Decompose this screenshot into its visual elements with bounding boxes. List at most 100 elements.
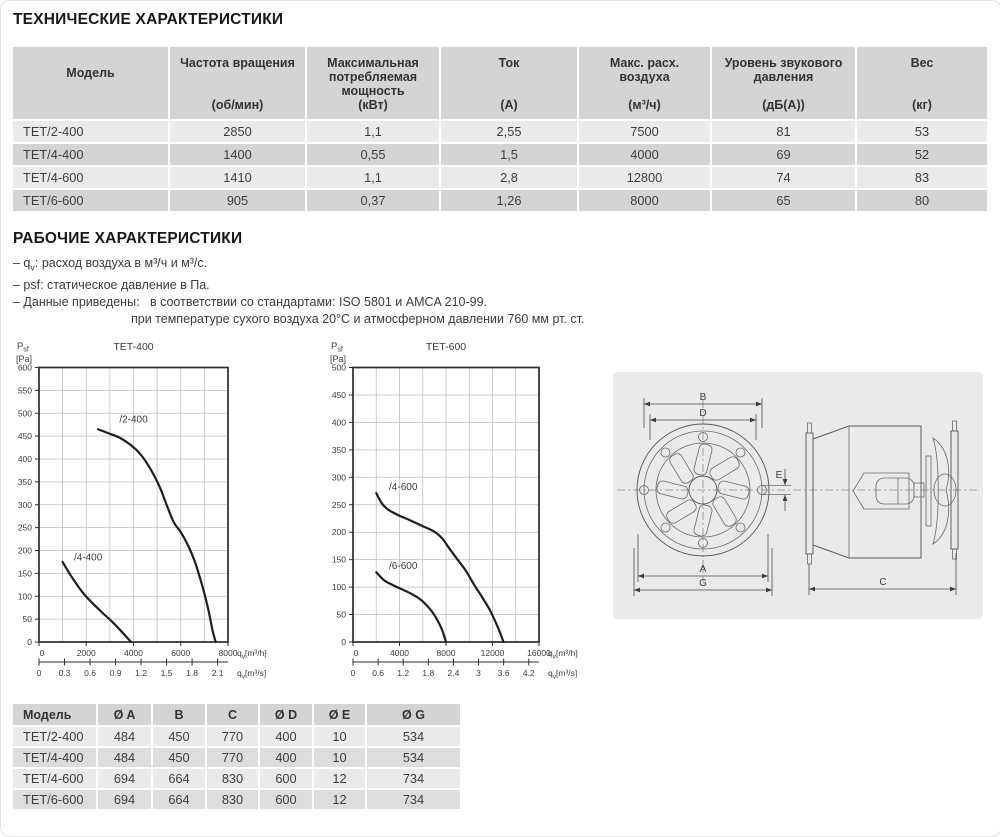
dim-row: ТЕТ/6-600 694 664 830 600 12 734 bbox=[13, 790, 460, 809]
dim-table-container: Модель Ø A B C Ø D Ø E Ø G ТЕТ/2-400 484 4… bbox=[11, 702, 462, 811]
notes-block: – qv: расход воздуха в м³/ч и м³/с. – ps… bbox=[13, 255, 585, 328]
spec-cell: 12800 bbox=[579, 167, 710, 188]
spec-cell: 81 bbox=[712, 121, 855, 142]
note-standards-label: – Данные приведены: bbox=[13, 294, 140, 309]
dim-cell: ТЕТ/6-600 bbox=[13, 790, 96, 809]
dim-row: ТЕТ/4-400 484 450 770 400 10 534 bbox=[13, 748, 460, 767]
svg-text:400: 400 bbox=[332, 417, 346, 427]
svg-text:4.2: 4.2 bbox=[523, 668, 535, 678]
spec-cell: 1,5 bbox=[441, 144, 577, 165]
curve-/6-600 bbox=[375, 571, 448, 644]
dim-cell: 12 bbox=[314, 769, 365, 788]
spec-row: ТЕТ/4-600 1410 1,1 2,8 12800 74 83 bbox=[13, 167, 987, 188]
spec-header-cell: Ток (А) bbox=[441, 47, 577, 119]
spec-cell: 4000 bbox=[579, 144, 710, 165]
svg-text:200: 200 bbox=[18, 546, 32, 556]
svg-text:300: 300 bbox=[18, 500, 32, 510]
svg-text:1.8: 1.8 bbox=[422, 668, 434, 678]
svg-text:0: 0 bbox=[341, 637, 346, 647]
svg-text:0: 0 bbox=[40, 648, 45, 658]
dim-header-row: Модель Ø A B C Ø D Ø E Ø G bbox=[13, 704, 460, 725]
svg-text:qv[m³/s]: qv[m³/s] bbox=[548, 668, 577, 680]
chart-ylabel: Psf bbox=[331, 341, 343, 354]
dim-row: ТЕТ/2-400 484 450 770 400 10 534 bbox=[13, 727, 460, 746]
dim-cell: 734 bbox=[367, 790, 460, 809]
svg-text:1.5: 1.5 bbox=[161, 668, 173, 678]
spec-cell: 2,8 bbox=[441, 167, 577, 188]
svg-text:0.6: 0.6 bbox=[372, 668, 384, 678]
section-title-operating: РАБОЧИЕ ХАРАКТЕРИСТИКИ bbox=[13, 230, 243, 247]
spec-cell: ТЕТ/2-400 bbox=[13, 121, 168, 142]
curve-/4-400 bbox=[61, 560, 133, 644]
drawing-panel-background bbox=[613, 372, 983, 619]
dim-table-head: Модель Ø A B C Ø D Ø E Ø G bbox=[13, 704, 460, 725]
dim-cell: 400 bbox=[260, 727, 312, 746]
svg-text:3: 3 bbox=[476, 668, 481, 678]
dim-cell: 534 bbox=[367, 748, 460, 767]
spec-cell: 80 bbox=[857, 190, 987, 211]
svg-text:3.6: 3.6 bbox=[498, 668, 510, 678]
dim-cell: 600 bbox=[260, 790, 312, 809]
dim-cell: 664 bbox=[153, 790, 205, 809]
spec-table: Модель Частота вращения (об/мин) Максима… bbox=[11, 45, 989, 213]
dim-label-G: G bbox=[699, 578, 707, 589]
note-qv-pre: – q bbox=[13, 256, 31, 270]
svg-text:150: 150 bbox=[18, 568, 32, 578]
spec-row: ТЕТ/6-600 905 0,37 1,26 8000 65 80 bbox=[13, 190, 987, 211]
dim-header-cell: C bbox=[207, 704, 258, 725]
curve-label: /4-400 bbox=[74, 553, 103, 564]
svg-text:100: 100 bbox=[332, 582, 346, 592]
svg-text:0: 0 bbox=[27, 637, 32, 647]
dim-cell: 10 bbox=[314, 727, 365, 746]
chart-ylabel: Psf bbox=[17, 341, 29, 354]
spec-cell: 69 bbox=[712, 144, 855, 165]
dim-cell: 10 bbox=[314, 748, 365, 767]
dim-cell: 450 bbox=[153, 727, 205, 746]
spec-cell: ТЕТ/6-600 bbox=[13, 190, 168, 211]
svg-text:50: 50 bbox=[337, 610, 347, 620]
dim-label-B: B bbox=[700, 392, 707, 403]
spec-row: ТЕТ/2-400 2850 1,1 2,55 7500 81 53 bbox=[13, 121, 987, 142]
dim-table-body: ТЕТ/2-400 484 450 770 400 10 534 ТЕТ/4-400 484 45… bbox=[13, 727, 460, 809]
dim-cell: 12 bbox=[314, 790, 365, 809]
svg-text:350: 350 bbox=[332, 445, 346, 455]
svg-text:150: 150 bbox=[332, 555, 346, 565]
spec-cell: ТЕТ/4-400 bbox=[13, 144, 168, 165]
note-qv-post: : расход воздуха в м³/ч и м³/с. bbox=[34, 256, 208, 270]
dim-header-cell: Ø D bbox=[260, 704, 312, 725]
propeller-blade bbox=[932, 437, 950, 545]
svg-text:100: 100 bbox=[18, 591, 32, 601]
dim-header-cell: Ø G bbox=[367, 704, 460, 725]
svg-text:8000: 8000 bbox=[219, 648, 238, 658]
curve-/4-600 bbox=[375, 492, 505, 644]
svg-text:350: 350 bbox=[18, 477, 32, 487]
svg-text:8000: 8000 bbox=[437, 648, 456, 658]
dim-label-D: D bbox=[699, 408, 706, 419]
svg-text:2.1: 2.1 bbox=[212, 668, 224, 678]
svg-text:450: 450 bbox=[18, 431, 32, 441]
svg-text:200: 200 bbox=[332, 527, 346, 537]
dim-cell: 484 bbox=[98, 727, 151, 746]
motor-body bbox=[852, 472, 910, 510]
spec-cell: 2,55 bbox=[441, 121, 577, 142]
svg-text:500: 500 bbox=[332, 363, 346, 373]
svg-text:qv[m³/h]: qv[m³/h] bbox=[548, 648, 578, 660]
spec-cell: 53 bbox=[857, 121, 987, 142]
fan-front-view bbox=[636, 423, 791, 557]
svg-text:0: 0 bbox=[351, 668, 356, 678]
note-conditions: при температуре сухого воздуха 20°C и ат… bbox=[131, 312, 585, 327]
dim-cell: 534 bbox=[367, 727, 460, 746]
spec-cell: 0,37 bbox=[307, 190, 439, 211]
spec-cell: 1400 bbox=[170, 144, 305, 165]
spec-table-head: Модель Частота вращения (об/мин) Максима… bbox=[13, 47, 987, 119]
note-qv: – qv: расход воздуха в м³/ч и м³/с. bbox=[13, 255, 585, 277]
side-view-dimensions: C bbox=[808, 553, 957, 595]
curve-label: /2-400 bbox=[119, 414, 148, 425]
dim-label-C: C bbox=[879, 577, 886, 588]
dim-row: ТЕТ/4-600 694 664 830 600 12 734 bbox=[13, 769, 460, 788]
dim-header-cell: Модель bbox=[13, 704, 96, 725]
spec-header-cell: Модель bbox=[13, 47, 168, 119]
dim-cell: 600 bbox=[260, 769, 312, 788]
